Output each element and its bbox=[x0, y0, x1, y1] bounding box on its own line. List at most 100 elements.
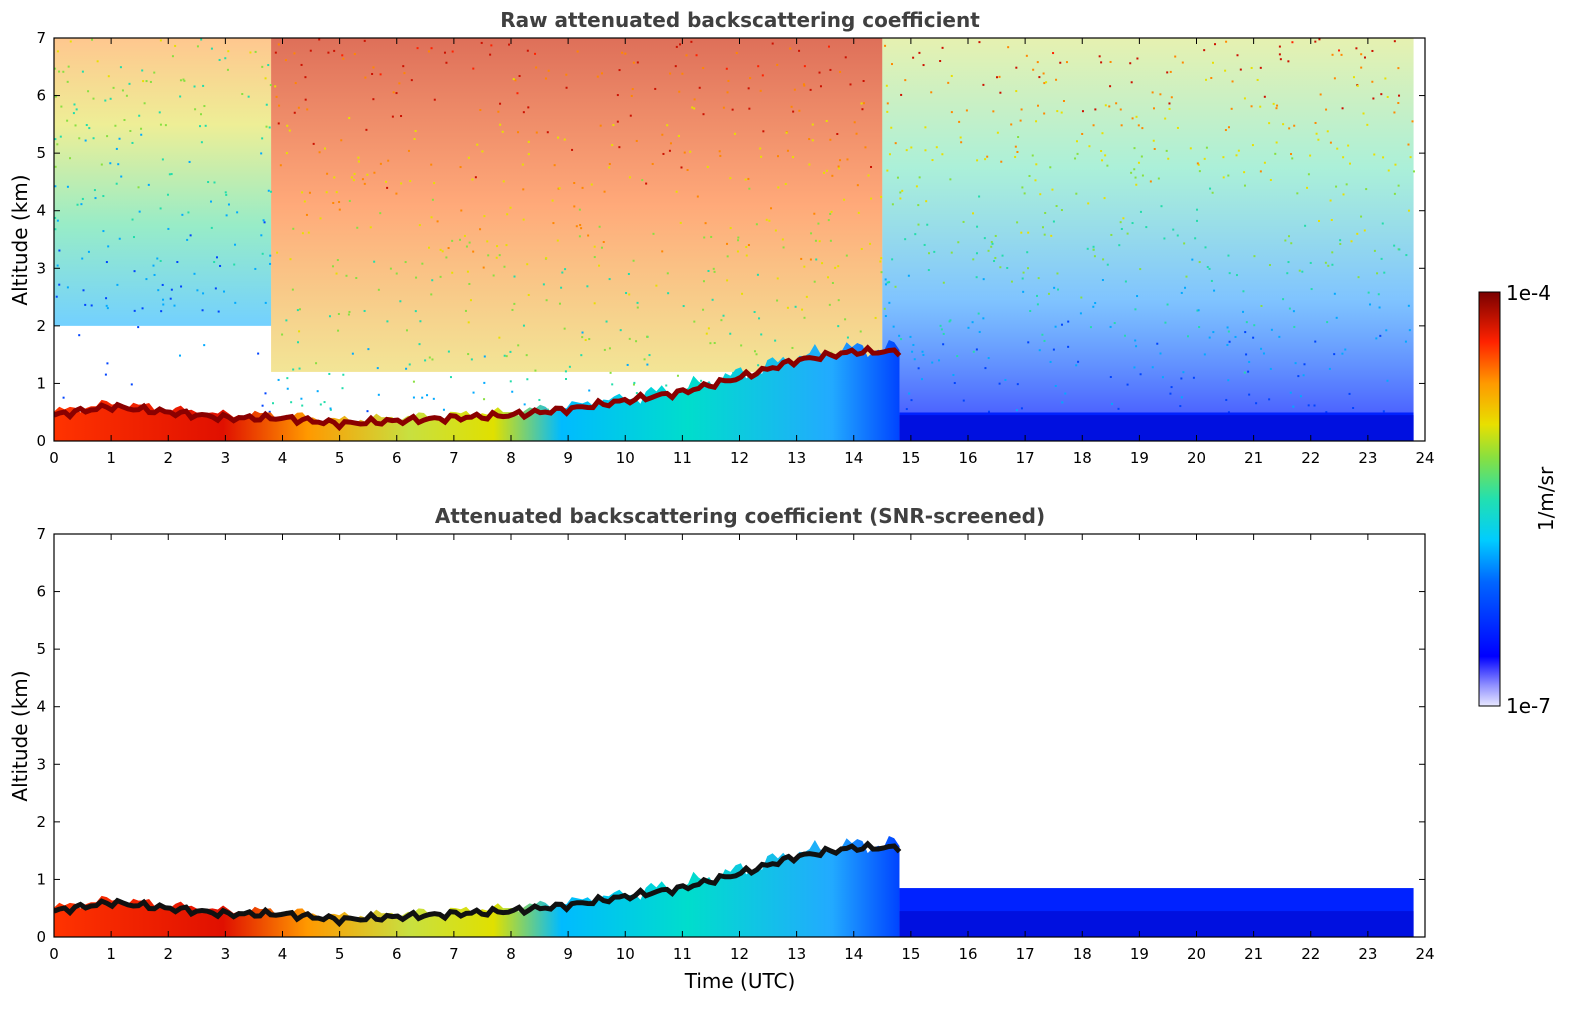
noise-speck bbox=[517, 131, 520, 134]
noise-speck bbox=[498, 254, 501, 257]
noise-speck bbox=[402, 65, 405, 68]
noise-speck bbox=[662, 152, 665, 155]
noise-speck bbox=[791, 346, 794, 349]
noise-speck bbox=[1119, 108, 1122, 111]
noise-speck bbox=[1113, 322, 1116, 325]
noise-speck bbox=[941, 153, 944, 156]
noise-speck bbox=[918, 176, 921, 179]
noise-speck bbox=[1380, 257, 1383, 260]
noise-speck bbox=[838, 167, 841, 170]
noise-speck bbox=[718, 150, 721, 153]
noise-speck bbox=[588, 338, 591, 341]
noise-speck bbox=[1314, 121, 1317, 124]
noise-speck bbox=[1360, 215, 1363, 218]
noise-speck bbox=[459, 166, 462, 169]
noise-speck bbox=[808, 163, 811, 166]
noise-speck bbox=[593, 256, 596, 259]
x-tick-label: 14 bbox=[844, 945, 863, 963]
noise-speck bbox=[1225, 40, 1228, 43]
noise-speck bbox=[428, 356, 431, 359]
noise-speck bbox=[1027, 267, 1030, 270]
noise-speck bbox=[1268, 122, 1271, 125]
noise-speck bbox=[338, 201, 341, 204]
noise-speck bbox=[705, 332, 708, 335]
noise-speck bbox=[899, 197, 902, 200]
noise-speck bbox=[888, 301, 891, 304]
noise-speck bbox=[1244, 331, 1247, 334]
noise-speck bbox=[426, 394, 429, 397]
noise-speck bbox=[590, 183, 593, 186]
noise-speck bbox=[1338, 49, 1341, 52]
noise-speck bbox=[340, 139, 343, 142]
noise-speck bbox=[930, 91, 933, 94]
noise-speck bbox=[293, 111, 296, 114]
noise-speck bbox=[1060, 111, 1063, 114]
noise-speck bbox=[917, 204, 920, 207]
noise-speck bbox=[472, 250, 475, 253]
noise-speck bbox=[1149, 180, 1152, 183]
noise-speck bbox=[905, 408, 908, 411]
noise-speck bbox=[912, 343, 915, 346]
noise-speck bbox=[890, 126, 893, 129]
noise-speck bbox=[286, 377, 289, 380]
noise-speck bbox=[116, 283, 119, 286]
noise-speck bbox=[489, 53, 492, 56]
noise-speck bbox=[1279, 58, 1282, 61]
noise-speck bbox=[1189, 147, 1192, 150]
noise-speck bbox=[69, 40, 72, 43]
noise-speck bbox=[1168, 107, 1171, 110]
noise-speck bbox=[412, 380, 415, 383]
noise-speck bbox=[711, 298, 714, 301]
noise-speck bbox=[305, 213, 308, 216]
noise-speck bbox=[1039, 193, 1042, 196]
noise-speck bbox=[1110, 233, 1113, 236]
night-layer-core bbox=[899, 911, 1414, 937]
noise-speck bbox=[527, 153, 530, 156]
noise-speck bbox=[821, 262, 824, 265]
noise-speck bbox=[1076, 152, 1079, 155]
noise-speck bbox=[1109, 85, 1112, 88]
noise-speck bbox=[1307, 404, 1310, 407]
noise-speck bbox=[685, 54, 688, 57]
noise-speck bbox=[526, 49, 529, 52]
noise-speck bbox=[1164, 117, 1167, 120]
noise-speck bbox=[474, 176, 477, 179]
noise-speck bbox=[298, 367, 301, 370]
colorbar-label: 1/m/sr bbox=[1534, 466, 1558, 531]
noise-speck bbox=[888, 153, 891, 156]
noise-speck bbox=[1074, 157, 1077, 160]
noise-speck bbox=[862, 102, 865, 105]
noise-speck bbox=[315, 362, 318, 365]
noise-speck bbox=[702, 66, 705, 69]
noise-speck bbox=[159, 123, 162, 126]
noise-speck bbox=[1060, 323, 1063, 326]
noise-speck bbox=[831, 174, 834, 177]
x-tick-label: 6 bbox=[392, 449, 402, 467]
noise-speck bbox=[1049, 166, 1052, 169]
x-tick-label: 1 bbox=[106, 449, 116, 467]
noise-speck bbox=[104, 373, 107, 376]
noise-speck bbox=[557, 136, 560, 139]
noise-speck bbox=[264, 77, 267, 80]
noise-speck bbox=[834, 266, 837, 269]
noise-speck bbox=[1366, 123, 1369, 126]
noise-speck bbox=[891, 203, 894, 206]
noise-speck bbox=[683, 151, 686, 154]
noise-speck bbox=[580, 354, 583, 357]
noise-speck bbox=[76, 203, 79, 206]
noise-speck bbox=[486, 240, 489, 243]
noise-speck bbox=[1227, 174, 1230, 177]
y-tick-label: 6 bbox=[36, 87, 46, 105]
noise-speck bbox=[839, 159, 842, 162]
noise-speck bbox=[1339, 239, 1342, 242]
noise-speck bbox=[679, 43, 682, 46]
noise-speck bbox=[828, 303, 831, 306]
noise-speck bbox=[904, 238, 907, 241]
noise-speck bbox=[1407, 304, 1410, 307]
x-tick-label: 12 bbox=[730, 449, 749, 467]
noise-speck bbox=[880, 271, 883, 274]
noise-speck bbox=[415, 276, 418, 279]
x-tick-label: 5 bbox=[335, 945, 345, 963]
noise-speck bbox=[1347, 144, 1350, 147]
noise-speck bbox=[830, 210, 833, 213]
